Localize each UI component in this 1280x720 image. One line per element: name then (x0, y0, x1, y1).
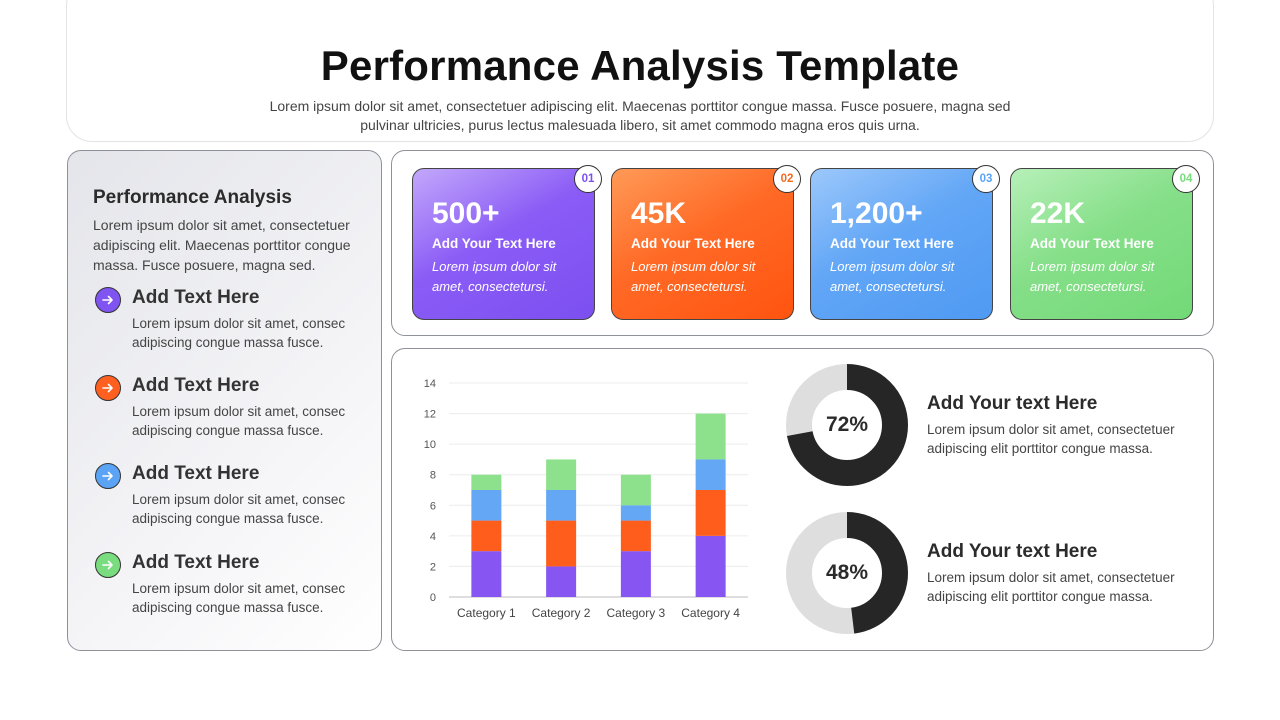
stat-label: Add Your Text Here (1030, 236, 1154, 251)
bar-segment (695, 459, 726, 490)
chart-panel: 0 2 4 6 8 10 12 14 Category 1 Category 2 Category … (391, 348, 1214, 651)
y-tick-label: 14 (424, 378, 436, 390)
bar-segment (546, 520, 577, 567)
sidebar-item-heading: Add Text Here (132, 463, 260, 484)
sidebar-item-text: Lorem ipsum dolor sit amet, consec adipi… (132, 492, 346, 526)
sidebar-item-text: Lorem ipsum dolor sit amet, consec adipi… (132, 316, 346, 350)
stat-label: Add Your Text Here (830, 236, 954, 251)
stat-badge: 04 (1172, 165, 1200, 193)
bar-segment (695, 535, 726, 597)
bar-segment (695, 490, 726, 536)
y-tick-label: 2 (430, 561, 436, 573)
donut-block: 48% Add Your text Here Lorem ipsum dolor… (784, 510, 1204, 640)
bar-segment (695, 413, 726, 460)
donut-text: Lorem ipsum dolor sit amet, consectetuer… (927, 570, 1175, 604)
x-tick-label: Category 3 (607, 606, 666, 620)
bar-segment (471, 474, 502, 490)
y-tick-label: 4 (430, 531, 436, 543)
stats-panel: 500+ Add Your Text Here Lorem ipsum dolo… (391, 150, 1214, 336)
stat-value: 22K (1030, 197, 1086, 230)
arrow-right-icon (95, 552, 121, 578)
donut-block: 72% Add Your text Here Lorem ipsum dolor… (784, 362, 1204, 492)
sidebar-item-text: Lorem ipsum dolor sit amet, consec adipi… (132, 404, 346, 438)
donut-chart (786, 364, 908, 486)
y-tick-label: 12 (424, 409, 436, 421)
stat-card: 1,200+ Add Your Text Here Lorem ipsum do… (810, 165, 1000, 320)
x-tick-label: Category 1 (457, 606, 516, 620)
page-title: Performance Analysis Template (320, 42, 960, 89)
stat-badge: 03 (972, 165, 1000, 193)
sidebar-item: Add Text Here Lorem ipsum dolor sit amet… (95, 463, 365, 543)
donut-text: Lorem ipsum dolor sit amet, consectetuer… (927, 422, 1175, 456)
donut-chart (786, 512, 908, 634)
stat-card: 22K Add Your Text Here Lorem ipsum dolor… (1010, 165, 1200, 320)
bar-segment (471, 551, 502, 597)
y-tick-label: 8 (430, 470, 436, 482)
sidebar-item: Add Text Here Lorem ipsum dolor sit amet… (95, 552, 365, 632)
donut-value-slice (786, 512, 908, 634)
donut-value-label: 72% (825, 413, 869, 436)
stat-value: 1,200+ (830, 197, 923, 230)
sidebar-item-heading: Add Text Here (132, 287, 260, 308)
sidebar-item-heading: Add Text Here (132, 552, 260, 573)
sidebar-item: Add Text Here Lorem ipsum dolor sit amet… (95, 375, 365, 455)
page-subtitle: Lorem ipsum dolor sit amet, consectetuer… (269, 98, 1011, 133)
stat-card: 45K Add Your Text Here Lorem ipsum dolor… (611, 165, 801, 320)
arrow-right-icon (95, 287, 121, 313)
bar-segment (546, 459, 577, 490)
arrow-right-icon (95, 375, 121, 401)
stat-description: Lorem ipsum dolor sit amet, consecteturs… (1030, 259, 1155, 294)
stat-value: 500+ (432, 197, 500, 230)
stat-description: Lorem ipsum dolor sit amet, consecteturs… (432, 259, 557, 294)
x-tick-label: Category 4 (681, 606, 740, 620)
sidebar-description: Lorem ipsum dolor sit amet, consectetuer… (93, 217, 351, 273)
stat-label: Add Your Text Here (631, 236, 755, 251)
sidebar-title: Performance Analysis (93, 187, 292, 208)
sidebar-item-heading: Add Text Here (132, 375, 260, 396)
stat-value: 45K (631, 197, 687, 230)
bar-segment (620, 520, 651, 552)
stat-label: Add Your Text Here (432, 236, 556, 251)
y-tick-label: 6 (430, 500, 436, 512)
stat-badge: 01 (574, 165, 602, 193)
bar-segment (620, 505, 651, 521)
stat-description: Lorem ipsum dolor sit amet, consecteturs… (830, 259, 955, 294)
stat-badge: 02 (773, 165, 801, 193)
x-tick-label: Category 2 (532, 606, 591, 620)
stat-description: Lorem ipsum dolor sit amet, consecteturs… (631, 259, 756, 294)
donut-heading: Add Your text Here (927, 541, 1098, 562)
sidebar-panel: Performance Analysis Lorem ipsum dolor s… (67, 150, 382, 651)
sidebar-item: Add Text Here Lorem ipsum dolor sit amet… (95, 287, 365, 367)
bar-segment (471, 490, 502, 521)
bar-segment (471, 520, 502, 552)
bar-segment (620, 474, 651, 506)
donut-value-slice (786, 364, 908, 486)
donut-heading: Add Your text Here (927, 393, 1098, 414)
bar-segment (620, 551, 651, 597)
bar-segment (546, 566, 577, 597)
sidebar-item-text: Lorem ipsum dolor sit amet, consec adipi… (132, 581, 346, 615)
header-card (66, 0, 1214, 142)
donut-value-label: 48% (825, 561, 869, 584)
y-tick-label: 0 (430, 592, 436, 604)
y-tick-label: 10 (424, 439, 436, 451)
stat-card: 500+ Add Your Text Here Lorem ipsum dolo… (412, 165, 602, 320)
arrow-right-icon (95, 463, 121, 489)
bar-segment (546, 490, 577, 521)
stacked-bar-chart: 0 2 4 6 8 10 12 14 Category 1 Category 2 Category … (424, 378, 748, 620)
